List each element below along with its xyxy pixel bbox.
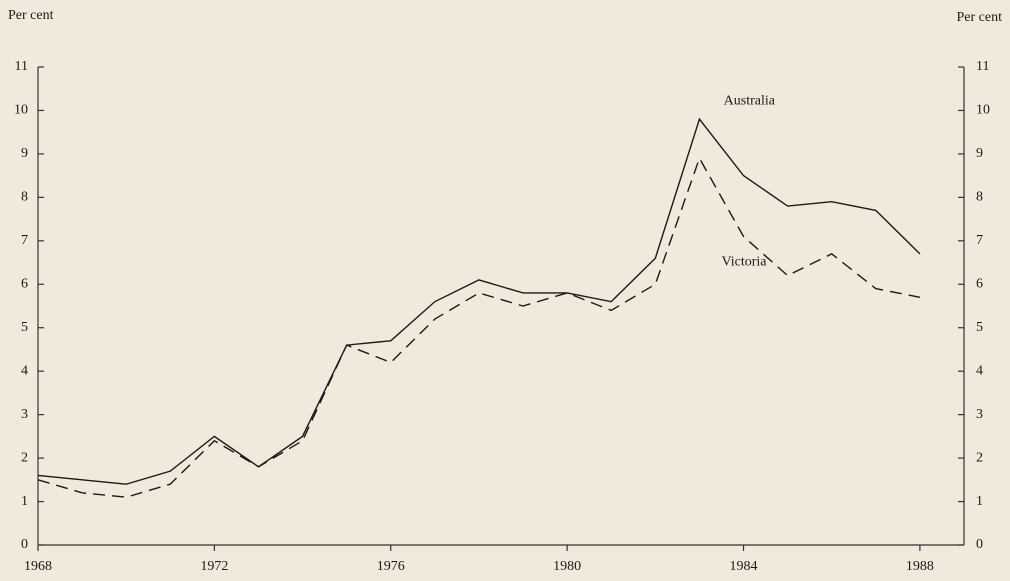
x-tick-label: 1972 [200,559,228,574]
y-tick-label: 7 [21,233,28,248]
series-line [37,156,921,498]
y-tick-label: 9 [21,146,28,161]
y2-tick-label: 6 [976,276,983,291]
y2-tick-label: 5 [976,320,983,335]
y-tick-label: 2 [21,450,28,465]
series-label: Victoria [721,255,767,270]
y-tick-label: 0 [21,537,28,552]
x-tick-label: 1980 [553,559,581,574]
y-tick-label: 1 [21,494,28,509]
y2-tick-label: 2 [976,450,983,465]
y2-tick-label: 3 [976,407,983,422]
y-axis-label: Per cent [8,8,54,23]
y-tick-label: 10 [14,103,28,118]
y-tick-label: 5 [21,320,28,335]
y2-tick-label: 1 [976,494,983,509]
y-tick-label: 6 [21,276,28,291]
series-line [37,117,921,485]
y2-axis-label: Per cent [957,10,1003,25]
series-label: Australia [724,93,776,108]
y2-tick-label: 7 [976,233,983,248]
y2-tick-label: 10 [976,103,990,118]
y-tick-label: 4 [21,363,28,378]
x-tick-label: 1968 [24,559,52,574]
y2-tick-label: 9 [976,146,983,161]
y-tick-label: 11 [15,59,28,74]
y-tick-label: 8 [21,190,28,205]
y2-tick-label: 4 [976,363,983,378]
y2-tick-label: 8 [976,190,983,205]
y2-tick-label: 11 [976,59,989,74]
x-tick-label: 1984 [730,559,758,574]
x-tick-label: 1976 [377,559,405,574]
x-tick-label: 1988 [906,559,934,574]
y-tick-label: 3 [21,407,28,422]
y2-tick-label: 0 [976,537,983,552]
